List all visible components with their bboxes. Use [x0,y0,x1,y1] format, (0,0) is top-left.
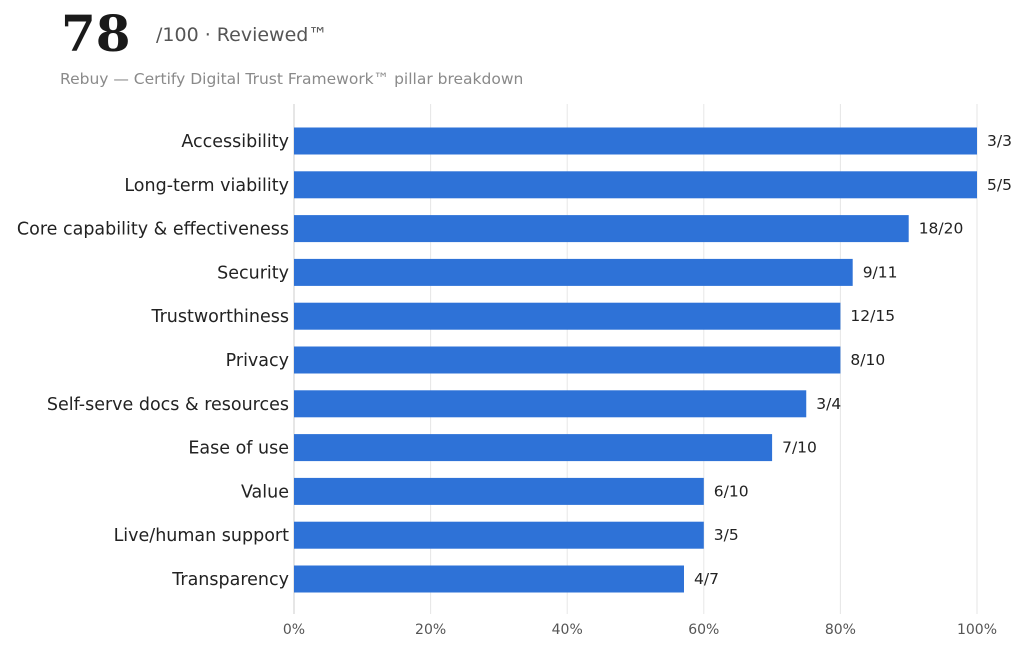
x-tick-label: 20% [415,622,446,638]
bar [294,215,909,243]
x-tick-label: 60% [688,622,719,638]
data-label: 4/7 [694,570,719,588]
category-label: Ease of use [188,439,289,459]
category-label: Accessibility [181,132,289,152]
data-label: 7/10 [782,439,817,457]
bar [294,127,977,155]
bar [294,565,684,593]
category-label: Trustworthiness [150,307,289,327]
bar [294,390,807,418]
data-label: 5/5 [987,176,1012,194]
category-label: Live/human support [114,526,290,546]
bar [294,302,841,330]
bar [294,171,977,199]
data-label: 8/10 [850,351,885,369]
data-label: 12/15 [850,307,895,325]
overall-score: 78 [61,4,131,63]
category-label: Self-serve docs & resources [47,395,289,415]
data-label: 6/10 [714,482,749,500]
data-label: 9/11 [863,263,898,281]
bar [294,477,704,505]
data-label: 18/20 [919,220,964,238]
category-label: Transparency [171,570,289,590]
bar [294,346,841,374]
score-suffix: /100 · Reviewed™ [156,24,328,46]
data-label: 3/5 [714,526,739,544]
bar [294,258,853,286]
chart-subtitle: Rebuy — Certify Digital Trust Framework™… [60,70,524,88]
category-label: Value [241,482,289,502]
data-label: 3/3 [987,132,1012,150]
category-label: Security [217,263,289,283]
x-tick-label: 100% [957,622,997,638]
x-tick-label: 0% [283,622,305,638]
x-tick-label: 40% [552,622,583,638]
category-label: Long-term viability [124,176,289,196]
category-label: Privacy [226,351,289,371]
x-tick-label: 80% [825,622,856,638]
bar [294,521,704,549]
bar [294,434,773,462]
data-label: 3/4 [816,395,841,413]
category-label: Core capability & effectiveness [17,220,289,240]
